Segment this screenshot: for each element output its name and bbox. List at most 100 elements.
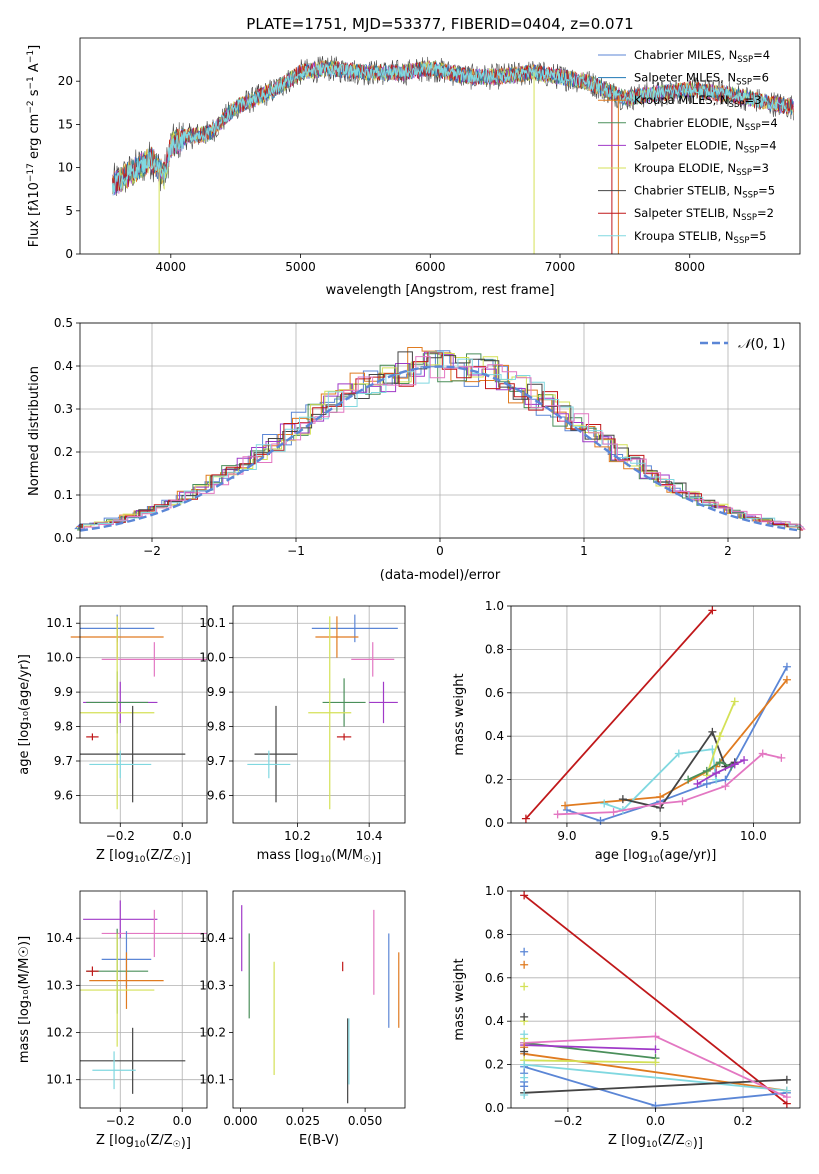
y-tick-label: 10.2	[199, 1026, 226, 1040]
legend-label: Salpeter ELODIE, NSSP=4	[634, 138, 777, 155]
series-marker	[782, 662, 791, 671]
histogram-step	[80, 351, 802, 529]
legend-label: Chabrier MILES, NSSP=4	[634, 48, 770, 65]
z-massweight-panel: −0.2 0.0 0.2 0.0 0.2 0.4 0.6 0.8 1.0 Z [log10(Z/Z…	[452, 884, 801, 1151]
series-line	[523, 894, 788, 1105]
x-tick-label: 0.2	[734, 1114, 753, 1128]
series-line	[523, 1052, 788, 1092]
series-marker	[562, 805, 571, 814]
residual-panel: −2 −1 0 1 2 0.0 0.1 0.2 0.3 0.4 0.5 (data-model)/e…	[27, 316, 806, 583]
series-marker	[678, 797, 687, 806]
x-tick-label: 0.025	[286, 1114, 320, 1128]
legend-label: Salpeter STELIB, NSSP=2	[634, 206, 774, 223]
series-marker	[520, 982, 529, 991]
y-tick-label: 9.9	[54, 685, 73, 699]
legend-gauss-label: 𝒩(0, 1)	[738, 337, 785, 352]
y-tick-label: 0.2	[485, 1058, 504, 1072]
x-tick-label: 5000	[285, 260, 316, 274]
series-marker	[740, 756, 749, 765]
spectrum-panel: PLATE=1751, MJD=53377, FIBERID=0404, z=0…	[26, 15, 801, 298]
x-axis-label: Z [log10(Z/Z☉)]	[96, 1133, 191, 1151]
y-axis-label: age [log₁₀(age/yr)]	[17, 654, 32, 775]
x-tick-label: 10.0	[740, 829, 767, 843]
series-marker	[520, 947, 529, 956]
y-tick-label: 0.0	[485, 816, 504, 830]
spectrum-ylabel: Flux [fλ10−17 erg cm−2 s−1 A−1]	[26, 45, 42, 247]
series-marker	[553, 810, 562, 819]
axes-frame	[232, 890, 406, 1109]
y-tick-label: 0.4	[485, 729, 504, 743]
series-marker	[730, 760, 739, 769]
x-tick-label: 9.0	[557, 829, 576, 843]
x-tick-label: 6000	[415, 260, 446, 274]
histogram-step	[80, 356, 806, 530]
series-marker	[715, 732, 724, 741]
y-tick-label: 0.4	[54, 359, 73, 373]
x-axis-label: E(B-V)	[299, 1133, 339, 1148]
series-marker	[521, 814, 530, 823]
y-tick-label: 0.0	[54, 531, 73, 545]
series-marker	[777, 753, 786, 762]
z-mass-panel: −0.2 0.0 10.1 10.2 10.3 10.4 Z [log10(Z/Z☉)] ma…	[17, 890, 208, 1151]
legend-label: Kroupa MILES, NSSP=3	[634, 93, 761, 110]
axes-frame	[79, 890, 208, 1109]
histogram-step	[76, 353, 800, 531]
y-tick-label: 1.0	[485, 884, 504, 898]
legend-label: Chabrier ELODIE, NSSP=4	[634, 116, 778, 133]
spectrum-line	[112, 55, 794, 197]
series-marker	[520, 1090, 529, 1099]
y-tick-label: 10.4	[46, 931, 73, 945]
x-axis-label: mass [log10(M/M☉)]	[257, 848, 382, 866]
x-tick-label: 10.4	[356, 829, 383, 843]
series-line	[525, 609, 714, 820]
y-tick-label: 0.2	[54, 445, 73, 459]
y-tick-label: 10.0	[199, 651, 226, 665]
y-tick-label: 0.5	[54, 316, 73, 330]
legend-label: Kroupa ELODIE, NSSP=3	[634, 161, 769, 178]
x-tick-label: −1	[287, 544, 305, 558]
x-tick-label: 8000	[674, 260, 705, 274]
y-tick-label: 10.3	[199, 978, 226, 992]
series-line	[524, 1059, 656, 1064]
y-tick-label: 10.2	[46, 1026, 73, 1040]
series-marker	[782, 1075, 791, 1084]
y-tick-label: 9.7	[207, 754, 226, 768]
legend-label: Kroupa STELIB, NSSP=5	[634, 229, 766, 246]
series-marker	[674, 749, 683, 758]
y-tick-label: 0.8	[485, 927, 504, 941]
series-line	[697, 759, 745, 785]
series-marker	[651, 1058, 660, 1067]
series-marker	[520, 891, 529, 900]
y-tick-label: 0.6	[485, 971, 504, 985]
series-marker	[618, 795, 627, 804]
x-axis-label: Z [log10(Z/Z☉)]	[96, 848, 191, 866]
y-tick-label: 9.9	[207, 685, 226, 699]
series-marker	[609, 808, 618, 817]
axes-frame	[79, 605, 208, 824]
y-tick-label: 10.1	[46, 1073, 73, 1087]
y-tick-label: 0.3	[54, 402, 73, 416]
ebv-mass-panel: 0.000 0.025 0.050 10.1 10.2 10.3 10.4 E(B-V)	[199, 890, 406, 1148]
y-axis-label: mass weight	[452, 673, 467, 755]
y-axis-label: mass weight	[452, 958, 467, 1040]
spectrum-line	[112, 60, 794, 193]
series-marker	[561, 801, 570, 810]
series-marker	[520, 960, 529, 969]
y-tick-label: 20	[58, 74, 73, 88]
y-tick-label: 1.0	[485, 599, 504, 613]
series-marker	[520, 1060, 529, 1069]
y-tick-label: 10.4	[199, 931, 226, 945]
x-tick-label: −0.2	[553, 1114, 582, 1128]
residual-ylabel: Normed distribution	[27, 366, 42, 496]
x-tick-label: 0.050	[348, 1114, 382, 1128]
series-marker	[520, 1012, 529, 1021]
series-marker	[782, 675, 791, 684]
spectrum-xlabel: wavelength [Angstrom, rest frame]	[326, 283, 555, 298]
x-tick-label: 10.2	[284, 829, 311, 843]
y-tick-label: 0.6	[485, 686, 504, 700]
x-tick-label: 7000	[545, 260, 576, 274]
histogram-step	[80, 351, 804, 530]
spectrum-axes	[79, 37, 801, 255]
axes-frame	[232, 605, 406, 824]
